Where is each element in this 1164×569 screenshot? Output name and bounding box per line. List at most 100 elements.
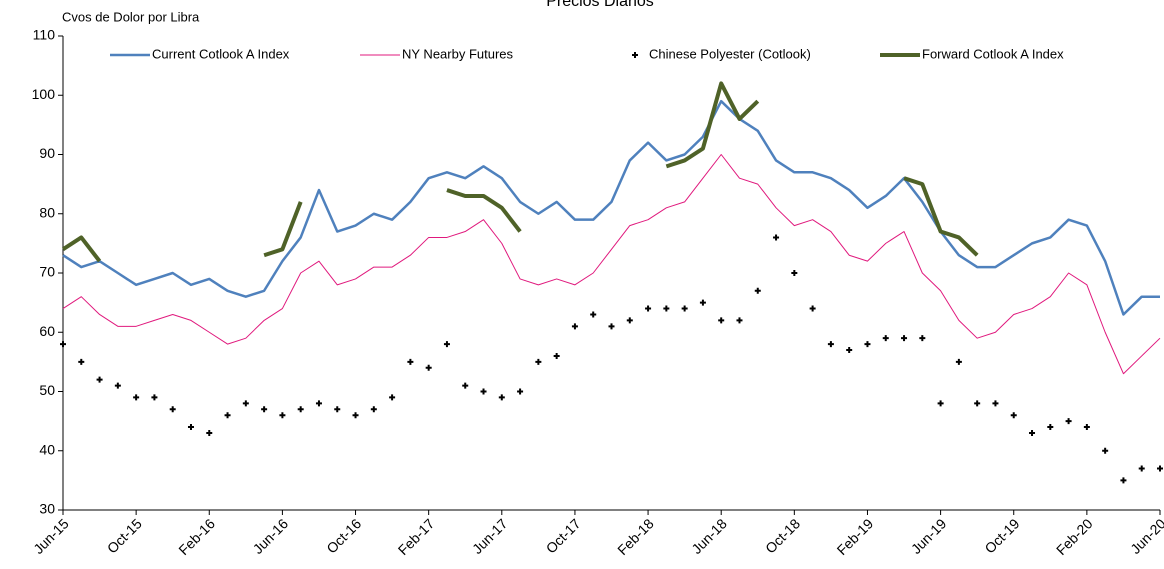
point (78, 358, 85, 365)
x-tick-label: Feb-16 (175, 515, 218, 558)
point (443, 341, 450, 348)
x-tick-label: Jun-19 (908, 515, 950, 557)
y-axis-label: Cvos de Dolor por Libra (62, 9, 200, 24)
point (571, 323, 578, 330)
point (96, 376, 103, 383)
point (352, 412, 359, 419)
point (827, 341, 834, 348)
x-tick-label: Jun-20 (1127, 515, 1164, 557)
point (462, 382, 469, 389)
point (992, 400, 999, 407)
legend-label: NY Nearby Futures (402, 46, 514, 61)
point (224, 412, 231, 419)
point (279, 412, 286, 419)
x-tick-label: Jun-16 (250, 515, 292, 557)
point (1157, 465, 1163, 472)
chart-title: Precios Diarios (546, 0, 654, 10)
point (407, 358, 414, 365)
point (60, 341, 66, 348)
point (1120, 477, 1127, 484)
point (297, 406, 304, 413)
point (1083, 424, 1090, 431)
series-line (61, 235, 102, 263)
point (919, 335, 926, 342)
point (864, 341, 871, 348)
legend-label: Current Cotlook A Index (152, 46, 290, 61)
point (133, 394, 140, 401)
point (590, 311, 597, 318)
y-tick-label: 30 (39, 501, 55, 517)
point (736, 317, 743, 324)
point (846, 347, 853, 354)
x-tick-label: Oct-15 (104, 515, 145, 556)
point (1029, 429, 1036, 436)
point (773, 234, 780, 241)
x-tick-label: Oct-19 (981, 515, 1022, 556)
point (261, 406, 268, 413)
x-tick-label: Oct-16 (323, 515, 364, 556)
x-tick-label: Feb-19 (834, 515, 877, 558)
y-tick-label: 50 (39, 382, 55, 398)
point (718, 317, 725, 324)
y-tick-label: 110 (33, 27, 56, 43)
series-line (263, 201, 303, 258)
point (1010, 412, 1017, 419)
point (535, 358, 542, 365)
point (608, 323, 615, 330)
point (663, 305, 670, 312)
point (1102, 447, 1109, 454)
point (645, 305, 652, 312)
series-line (62, 154, 1161, 375)
point (1065, 418, 1072, 425)
y-tick-label: 80 (39, 204, 55, 220)
x-tick-label: Oct-18 (762, 515, 803, 556)
point (1047, 424, 1054, 431)
point (498, 394, 505, 401)
point (754, 287, 761, 294)
series-line (446, 188, 522, 233)
point (187, 424, 194, 431)
point (1138, 465, 1145, 472)
point (169, 406, 176, 413)
point (517, 388, 524, 395)
point (791, 270, 798, 276)
point (937, 400, 944, 407)
series-line (665, 81, 760, 169)
point (553, 352, 560, 359)
y-tick-label: 100 (32, 86, 56, 102)
point (974, 400, 981, 407)
point (809, 305, 816, 312)
point (480, 388, 487, 395)
point (699, 299, 706, 306)
legend-marker (632, 52, 638, 58)
point (882, 335, 889, 342)
x-tick-label: Feb-17 (395, 515, 438, 558)
y-tick-label: 70 (39, 264, 55, 280)
point (389, 394, 396, 401)
point (901, 335, 908, 342)
point (334, 406, 341, 413)
point (315, 400, 322, 407)
y-tick-label: 60 (39, 323, 55, 339)
point (114, 382, 121, 389)
x-tick-label: Jun-17 (469, 515, 511, 557)
point (206, 429, 213, 436)
point (626, 317, 633, 324)
point (681, 305, 688, 312)
point (151, 394, 158, 401)
legend-label: Forward Cotlook A Index (922, 46, 1064, 61)
point (955, 358, 962, 365)
series-line (903, 176, 979, 257)
x-tick-label: Feb-20 (1053, 515, 1096, 558)
y-tick-label: 40 (39, 441, 55, 457)
legend-label: Chinese Polyester (Cotlook) (649, 46, 811, 61)
series-line (62, 99, 1160, 316)
x-tick-label: Jun-15 (30, 515, 72, 557)
x-tick-label: Feb-18 (614, 515, 657, 558)
point (370, 406, 377, 413)
x-tick-label: Oct-17 (543, 515, 584, 556)
point (242, 400, 249, 407)
y-tick-label: 90 (39, 145, 55, 161)
point (425, 364, 432, 371)
